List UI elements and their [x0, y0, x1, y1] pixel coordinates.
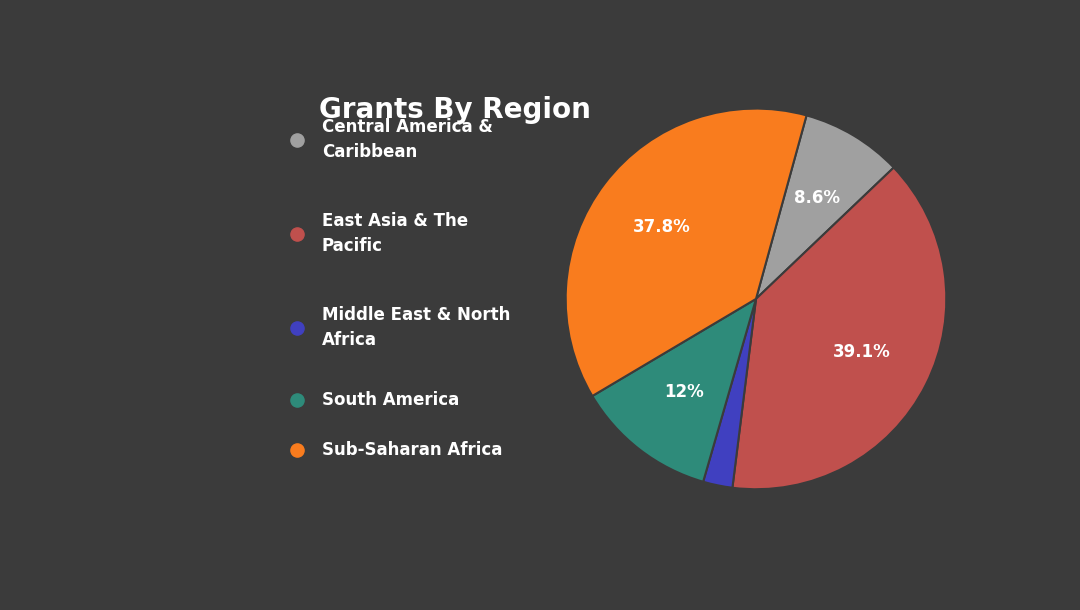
Text: Sub-Saharan Africa: Sub-Saharan Africa — [322, 440, 502, 459]
Text: Grants By Region: Grants By Region — [319, 96, 591, 124]
Point — [288, 445, 306, 454]
Wedge shape — [592, 299, 756, 482]
Text: 39.1%: 39.1% — [833, 343, 890, 361]
Text: East Asia & The
Pacific: East Asia & The Pacific — [322, 212, 468, 255]
Point — [288, 395, 306, 404]
Text: Middle East & North
Africa: Middle East & North Africa — [322, 306, 510, 349]
Text: 8.6%: 8.6% — [794, 188, 839, 207]
Wedge shape — [703, 299, 756, 488]
Wedge shape — [732, 168, 946, 489]
Text: 12%: 12% — [664, 383, 704, 401]
Text: 37.8%: 37.8% — [633, 218, 691, 236]
Wedge shape — [756, 115, 894, 299]
Point — [288, 323, 306, 332]
Wedge shape — [566, 109, 807, 396]
Text: Central America &
Caribbean: Central America & Caribbean — [322, 118, 492, 161]
Point — [288, 135, 306, 145]
Text: South America: South America — [322, 390, 459, 409]
Point — [288, 229, 306, 239]
